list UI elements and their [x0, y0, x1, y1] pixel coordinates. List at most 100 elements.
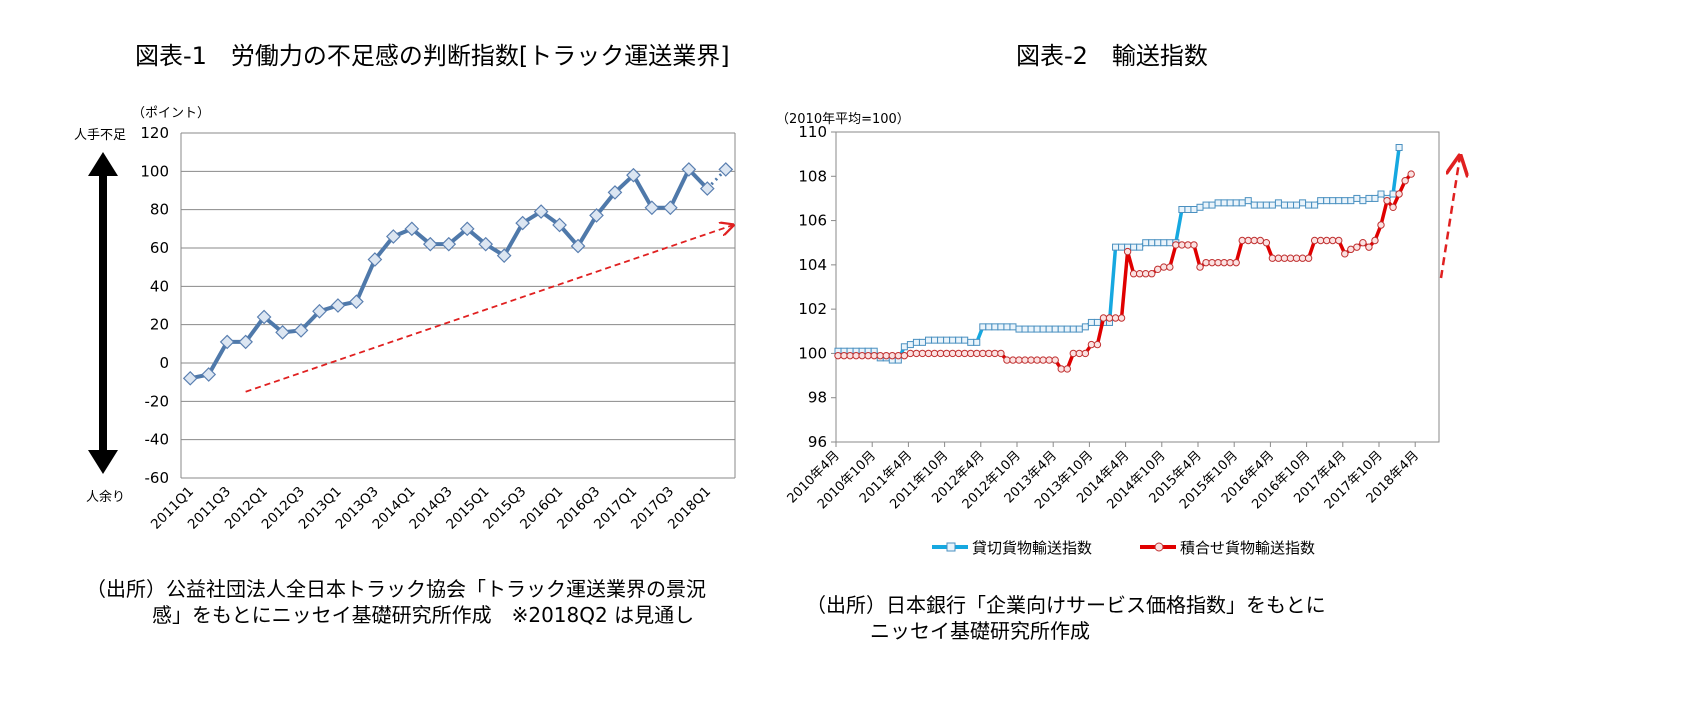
charter-series-point: [1250, 201, 1258, 209]
right-source-line1: （出所）日本銀行「企業向けサービス価格指数」をもとに: [806, 593, 1326, 617]
charter-series-point: [1015, 325, 1023, 333]
charter-series-point: [1057, 325, 1065, 333]
consolidated-series-point: [985, 349, 993, 358]
left-series-point: [312, 303, 327, 319]
charter-series-point: [1268, 201, 1276, 209]
left-y-tick-label: -20: [145, 392, 170, 410]
right-y-ticks: 96 98 100 102 104 106 108 110: [798, 123, 836, 451]
left-series-point: [422, 236, 438, 252]
left-series-point: [386, 229, 401, 244]
right-y-tick-label: 108: [798, 167, 827, 185]
consolidated-series-point: [1401, 177, 1409, 185]
left-series-line: [189, 167, 709, 381]
left-vertical-double-arrow: [88, 152, 118, 474]
charter-series-point: [1371, 194, 1379, 202]
left-series: [182, 162, 734, 386]
consolidated-series-point: [1220, 258, 1228, 267]
charter-series-point: [1154, 239, 1162, 247]
charter-series-point: [1256, 201, 1264, 209]
consolidated-series-point: [1329, 236, 1337, 245]
double-arrow-down-head: [88, 450, 118, 474]
left-series-point: [681, 162, 697, 177]
left-source-line1: （出所）公益社団法人全日本トラック協会「トラック運送業界の景況: [86, 577, 706, 601]
left-y-ticks: -60 -40 -20 0 20 40 60 80 100 120: [140, 124, 169, 487]
consolidated-series-point: [1407, 170, 1415, 178]
charter-series-point: [973, 338, 981, 346]
left-series-point: [330, 298, 346, 313]
consolidated-series-point: [1093, 340, 1102, 349]
charter-series-point: [1329, 197, 1337, 205]
charter-series-point: [1009, 323, 1017, 331]
right-source-line2: ニッセイ基礎研究所作成: [870, 619, 1090, 643]
consolidated-series-point: [1256, 236, 1265, 245]
consolidated-series-point: [1063, 365, 1071, 373]
charter-series-point: [1341, 197, 1349, 205]
consolidated-series-point: [1087, 340, 1096, 349]
charter-series-point: [1081, 323, 1089, 331]
right-y-tick-label: 100: [798, 344, 827, 362]
charter-series-point: [1359, 197, 1367, 205]
consolidated-series-point: [1142, 270, 1150, 278]
consolidated-series-point: [870, 351, 878, 360]
consolidated-series-point: [1316, 236, 1325, 245]
consolidated-series-point: [1310, 236, 1319, 245]
left-series-point: [349, 294, 364, 310]
charter-series-point: [967, 338, 975, 346]
consolidated-series-point: [936, 349, 945, 358]
charter-series-point: [1377, 190, 1385, 198]
transport-index-chart: 96 98 100 102 104 106 108 110 2010年4月2010年10月20…: [785, 123, 1691, 557]
consolidated-series-point: [1105, 314, 1114, 322]
charter-series-point: [912, 338, 920, 346]
left-series-point: [533, 204, 549, 219]
consolidated-series-point: [1244, 236, 1252, 245]
consolidated-series-point: [973, 349, 981, 358]
consolidated-series-point: [1045, 356, 1053, 364]
left-y-tick-label: 0: [159, 354, 169, 372]
consolidated-series-point: [1081, 349, 1090, 358]
consolidated-series-point: [1208, 258, 1216, 267]
left-series-point: [718, 162, 734, 177]
charter-series-point: [1148, 239, 1156, 247]
consolidated-series-point: [1353, 243, 1361, 251]
left-series-point: [238, 334, 253, 350]
charter-series-point: [1202, 201, 1210, 209]
consolidated-series-point: [894, 351, 903, 360]
left-series-forecast-line: [706, 168, 727, 190]
left-series-point: [478, 236, 494, 252]
charter-series-point: [1196, 203, 1204, 211]
charter-series-point: [1045, 325, 1053, 333]
charter-series-point: [1274, 199, 1282, 207]
consolidated-series-point: [1039, 356, 1047, 364]
left-series-point: [699, 181, 715, 196]
left-x-ticks: 2011Q12011Q32012Q12012Q32013Q12013Q32014…: [148, 484, 714, 533]
double-arrow-shaft: [99, 172, 107, 450]
consolidated-series-point: [1190, 241, 1198, 249]
right-y-tick-label: 96: [808, 433, 827, 451]
left-series-point: [626, 167, 641, 183]
consolidated-series-point: [1262, 239, 1271, 247]
right-legend: 貸切貨物輸送指数 積合せ貨物輸送指数: [932, 539, 1315, 557]
charter-series-point: [1190, 206, 1198, 213]
consolidated-series-point: [1298, 254, 1307, 262]
charter-series-point: [1003, 323, 1011, 331]
consolidated-series-point: [1280, 254, 1289, 262]
left-y-tick-label: -40: [145, 431, 170, 449]
consolidated-series-point: [930, 349, 939, 358]
charter-series-point: [979, 323, 987, 331]
consolidated-series-point: [1057, 365, 1065, 373]
charter-series-point: [1214, 199, 1222, 207]
consolidated-series-point: [1015, 356, 1023, 364]
consolidated-series-point: [1395, 190, 1403, 198]
consolidated-series-point: [1383, 196, 1391, 205]
charter-series-point: [1093, 318, 1101, 326]
legend-charter-label: 貸切貨物輸送指数: [972, 539, 1092, 557]
charter-series-point: [906, 341, 914, 349]
consolidated-series-point: [1268, 254, 1277, 262]
right-series: [834, 144, 1415, 373]
legend-charter-marker: [946, 542, 956, 552]
left-y-tick-label: 80: [150, 201, 169, 219]
labor-shortage-chart: -60 -40 -20 0 20 40 60 80 100 120 2011Q12011Q3201…: [88, 124, 760, 533]
charter-series-point: [1353, 194, 1361, 202]
consolidated-series-point: [1365, 243, 1373, 251]
charter-series-point: [1232, 199, 1240, 207]
